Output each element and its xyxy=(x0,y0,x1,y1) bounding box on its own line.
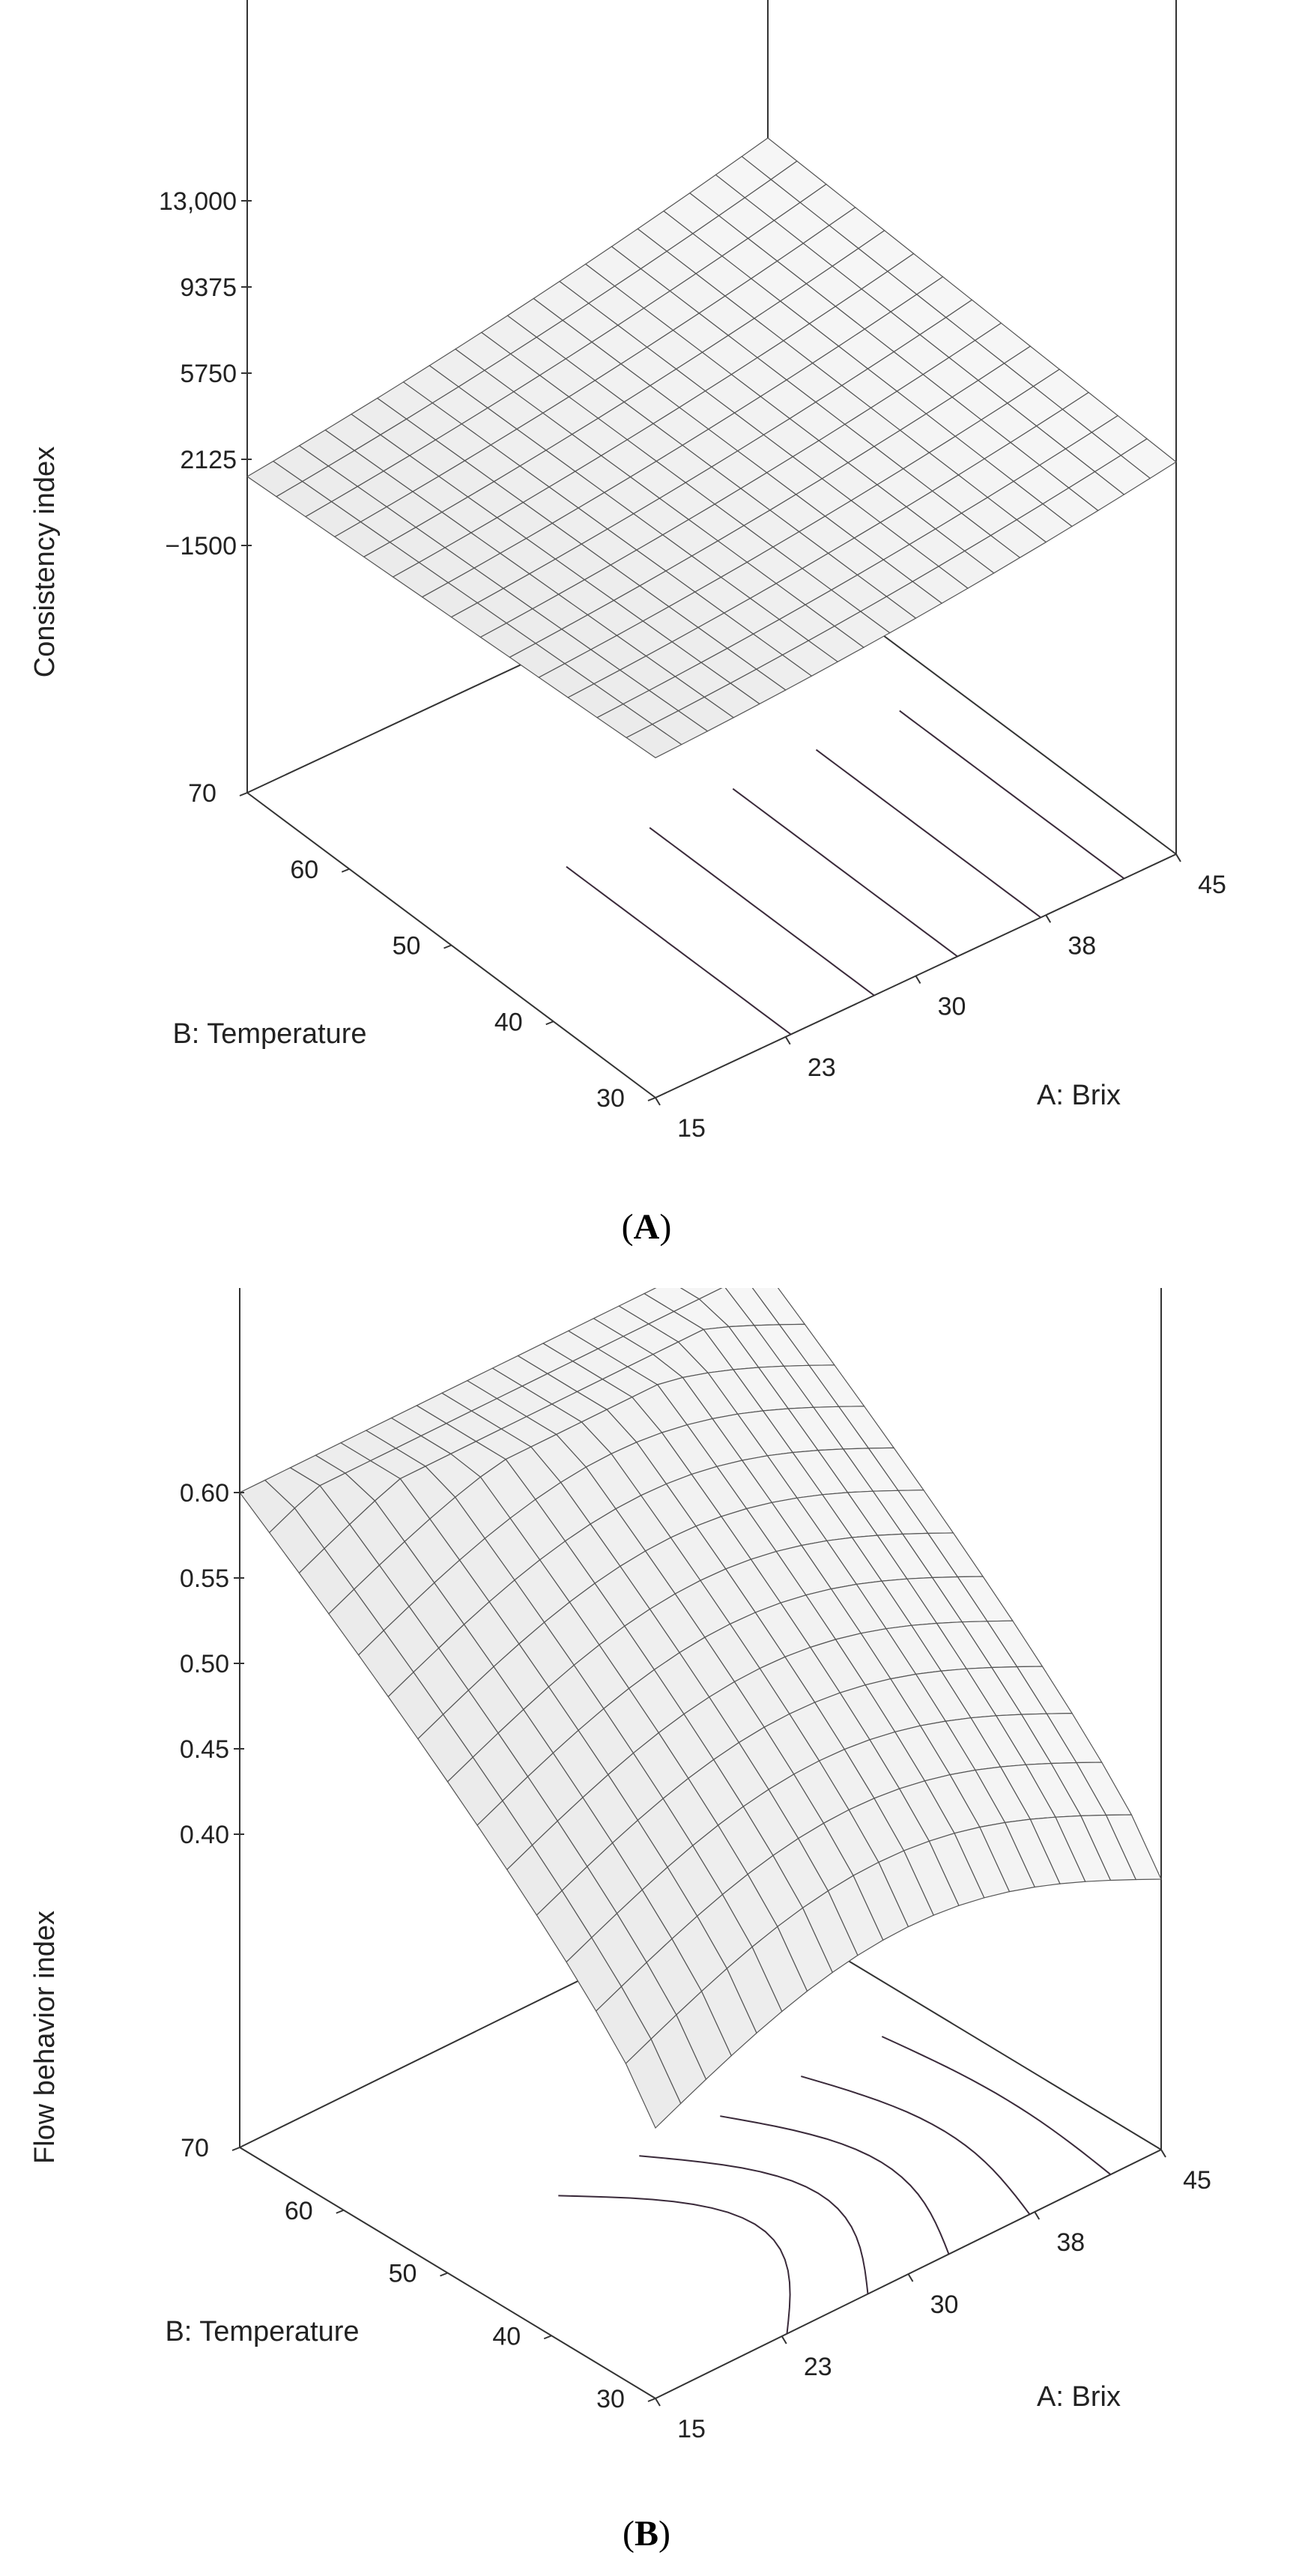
x-tick-label: 30 xyxy=(938,993,966,1021)
z-tick-label: 0.40 xyxy=(180,1821,229,1849)
x-axis-label: A: Brix xyxy=(1037,2381,1121,2413)
y-tick-label: 60 xyxy=(290,856,318,884)
z-tick-label: 0.55 xyxy=(180,1564,229,1593)
x-tick-label: 30 xyxy=(930,2291,959,2319)
x-tick-label: 23 xyxy=(808,1053,836,1082)
y-tick-label: 70 xyxy=(188,779,216,808)
z-tick-label: 9375 xyxy=(180,273,237,302)
y-tick-label: 30 xyxy=(596,1084,625,1113)
surface-plot-consistency: 13,000 9375 5750 2125 −1500 30 40 50 60 70 15 23 30 3… xyxy=(29,0,1226,1143)
z-tick-label: 0.45 xyxy=(180,1735,229,1764)
z-tick-label: 5750 xyxy=(180,360,237,388)
z-tick-label: 2125 xyxy=(180,446,237,474)
y-tick-label: 70 xyxy=(181,2134,209,2162)
x-tick-label: 23 xyxy=(804,2353,832,2381)
x-tick-label: 15 xyxy=(677,2415,706,2443)
x-tick-label: 45 xyxy=(1198,871,1226,899)
panel-b: 0.60 0.55 0.50 0.45 0.40 30 40 50 60 70 15 23 30 38 45… xyxy=(0,1288,1293,2576)
caption-b: (B) xyxy=(623,2514,670,2554)
z-tick-label: 0.60 xyxy=(180,1479,229,1508)
contour-line xyxy=(566,865,792,1035)
surface-cell xyxy=(1120,438,1178,480)
x-tick-label: 38 xyxy=(1056,2228,1085,2257)
z-tick-label: −1500 xyxy=(166,532,237,560)
panel-a: 13,000 9375 5750 2125 −1500 30 40 50 60 70 15 23 30 3… xyxy=(29,0,1226,1247)
contour-line xyxy=(649,826,875,997)
caption-a: (A) xyxy=(621,1207,672,1247)
contour-line xyxy=(801,2075,1031,2215)
y-tick-label: 40 xyxy=(494,1008,523,1036)
contour-line xyxy=(881,2036,1112,2175)
z-axis-label: Flow behavior index xyxy=(29,1911,61,2164)
y-axis-label: B: Temperature xyxy=(172,1018,366,1050)
x-axis-label: A: Brix xyxy=(1037,1080,1121,1111)
y-tick-label: 50 xyxy=(389,2260,417,2288)
z-tick-label: 0.50 xyxy=(180,1650,229,1678)
surface-plot-flow-behavior: 0.60 0.55 0.50 0.45 0.40 30 40 50 60 70 15 23 30 38 45… xyxy=(29,1288,1211,2443)
z-tick-label: 13,000 xyxy=(159,187,237,216)
surface-cell xyxy=(1105,1814,1162,1881)
x-tick-label: 38 xyxy=(1068,931,1096,960)
contour-line xyxy=(732,787,958,958)
y-tick-label: 60 xyxy=(285,2197,313,2225)
z-axis-label: Consistency index xyxy=(29,447,61,677)
x-tick-label: 15 xyxy=(677,1114,706,1143)
y-tick-label: 30 xyxy=(596,2385,625,2413)
y-axis-label: B: Temperature xyxy=(165,2316,359,2347)
contour-line xyxy=(720,2115,950,2255)
contour-line xyxy=(815,749,1041,919)
x-tick-label: 45 xyxy=(1183,2166,1211,2195)
contour-line xyxy=(558,2195,791,2334)
contour-line xyxy=(639,2155,869,2294)
contour-line xyxy=(899,710,1125,880)
y-tick-label: 40 xyxy=(492,2322,521,2350)
y-tick-label: 50 xyxy=(393,932,421,961)
